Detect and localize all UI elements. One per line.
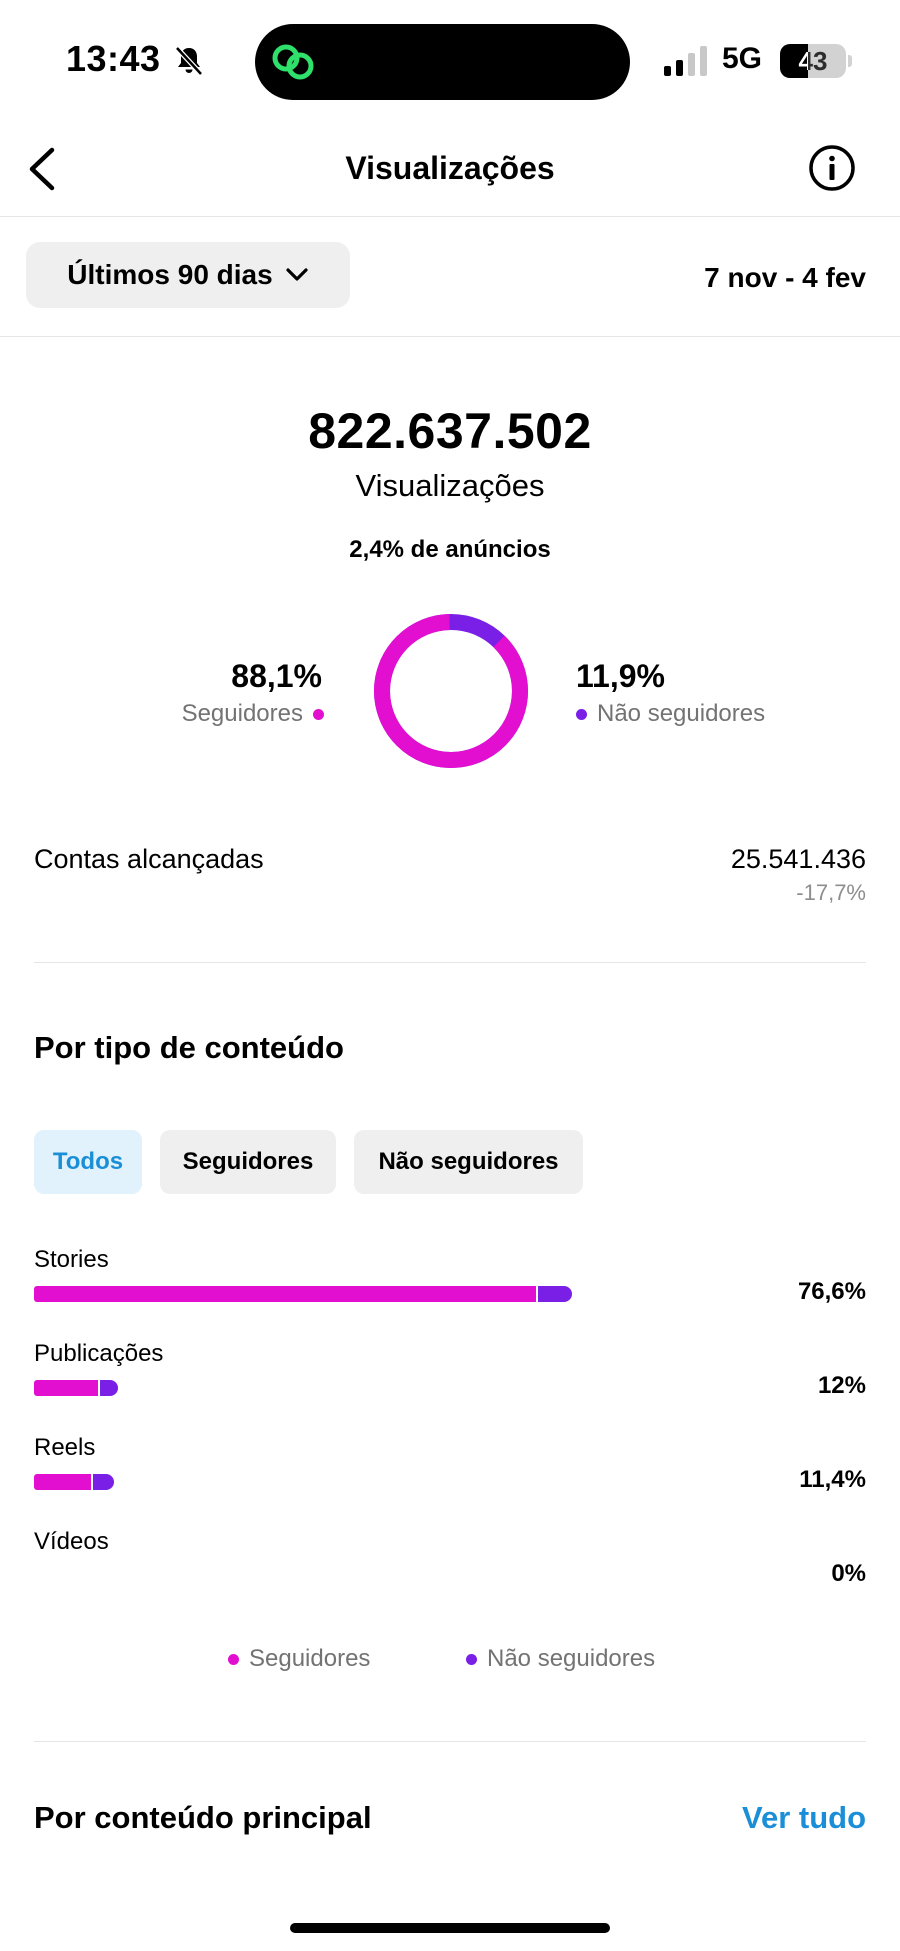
date-range-text: 7 nov - 4 fev: [704, 262, 866, 293]
content-row-label: Reels: [34, 1434, 96, 1461]
non-followers-label-row: Não seguidores: [576, 700, 765, 728]
accounts-reached-label: Contas alcançadas: [34, 844, 264, 874]
content-row-label: Vídeos: [34, 1528, 109, 1555]
followers-dot: [313, 708, 324, 720]
accounts-reached-value: 25.541.436: [730, 844, 866, 874]
chevron-down-icon: [286, 268, 308, 281]
see-all-link[interactable]: Ver tudo: [741, 1800, 866, 1835]
legend-divider: [34, 1741, 866, 1742]
bar-followers-segment: [34, 1286, 537, 1302]
accounts-reached-change: -17,7%: [796, 880, 866, 905]
network-type: 5G: [722, 42, 763, 75]
content-row-percent: 0%: [831, 1560, 866, 1587]
page-title: Visualizações: [345, 150, 555, 186]
bar-non-followers-segment: [92, 1474, 115, 1490]
non-followers-dot: [576, 708, 587, 720]
reach-divider: [34, 962, 866, 963]
followers-percent: 88,1%: [231, 658, 322, 694]
link-rings-icon: [272, 44, 314, 80]
content-row-label: Publicações: [34, 1340, 164, 1367]
content-row-percent: 12%: [817, 1372, 866, 1399]
date-range-dropdown[interactable]: Últimos 90 dias: [26, 242, 350, 308]
non-followers-label: Não seguidores: [597, 700, 766, 727]
non-followers-percent: 11,9%: [576, 658, 665, 694]
battery-icon: 43: [780, 44, 846, 78]
tab-all[interactable]: Todos: [34, 1130, 142, 1194]
battery-level: 43: [798, 46, 828, 76]
tab-followers[interactable]: Seguidores: [160, 1130, 336, 1194]
content-row-percent: 11,4%: [799, 1466, 866, 1493]
info-icon[interactable]: [808, 144, 856, 192]
range-divider: [0, 336, 900, 337]
date-range-label: Últimos 90 dias: [67, 259, 273, 290]
status-time: 13:43: [66, 38, 161, 79]
bar-followers-segment: [34, 1380, 98, 1396]
total-views-label: Visualizações: [355, 468, 545, 503]
content-type-title: Por tipo de conteúdo: [34, 1030, 344, 1065]
signal-icon: [664, 46, 707, 76]
bell-muted-icon: [175, 46, 203, 76]
home-indicator[interactable]: [290, 1923, 610, 1933]
dynamic-island: [255, 24, 630, 100]
legend-non-followers-dot: [466, 1653, 477, 1665]
legend-followers-label: Seguidores: [249, 1645, 371, 1672]
legend-followers-dot: [228, 1653, 239, 1665]
followers-label-row: Seguidores: [182, 700, 324, 728]
legend-followers: Seguidores: [228, 1645, 370, 1673]
content-row-label: Stories: [34, 1246, 109, 1273]
bar-non-followers-segment: [99, 1380, 119, 1396]
bar-followers-segment: [34, 1474, 91, 1490]
content-row-percent: 76,6%: [797, 1278, 866, 1305]
back-chevron-icon[interactable]: [24, 146, 60, 192]
legend-non-followers: Não seguidores: [466, 1645, 655, 1673]
followers-label: Seguidores: [181, 700, 303, 727]
battery-cap: [848, 55, 852, 67]
followers-donut-chart: [374, 614, 528, 768]
header-divider: [0, 216, 900, 217]
top-content-title: Por conteúdo principal: [34, 1800, 372, 1835]
ads-share: 2,4% de anúncios: [349, 536, 551, 563]
legend-non-followers-label: Não seguidores: [487, 1645, 656, 1672]
donut-followers: [374, 614, 528, 768]
bar-non-followers-segment: [538, 1286, 572, 1302]
total-views: 822.637.502: [308, 403, 592, 459]
tab-non-followers[interactable]: Não seguidores: [354, 1130, 583, 1194]
